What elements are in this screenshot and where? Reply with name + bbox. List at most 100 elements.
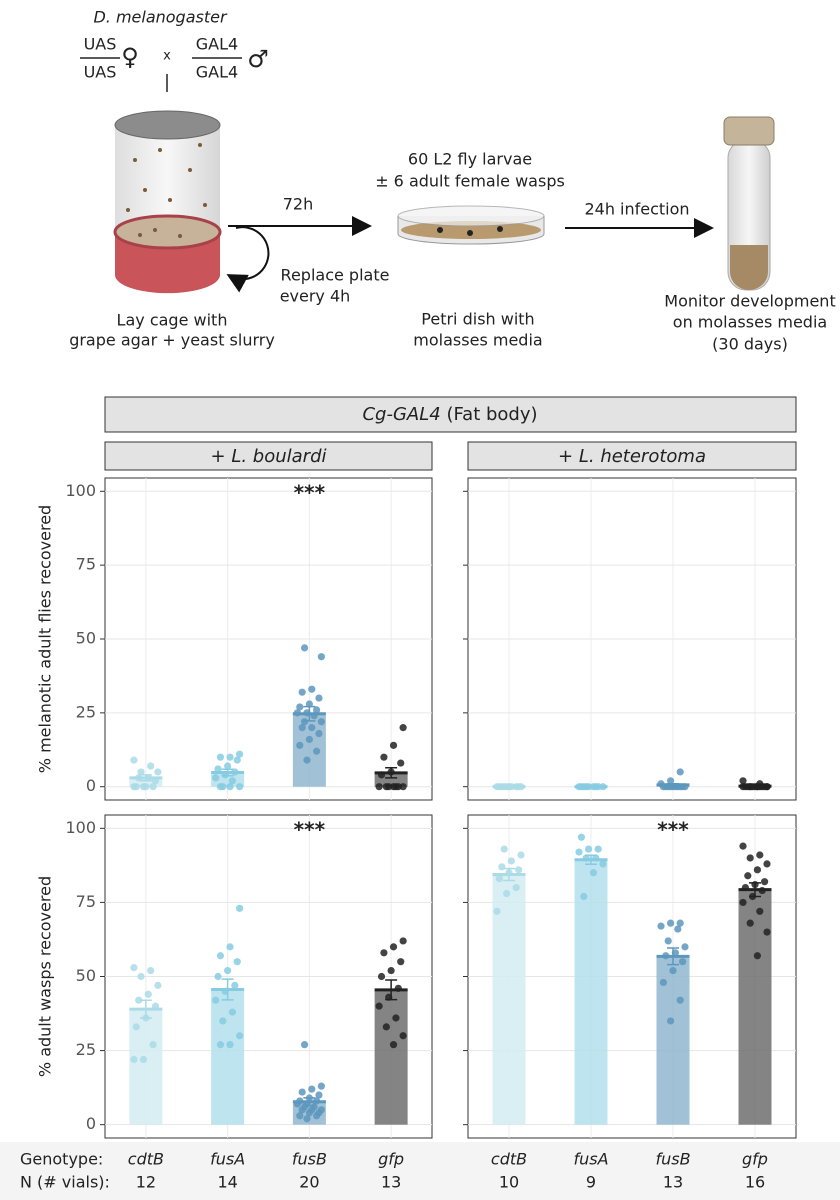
n-label: 16 <box>745 1173 765 1192</box>
data-point <box>756 907 764 915</box>
n-label: 20 <box>299 1173 319 1192</box>
petri-dish <box>397 205 545 245</box>
data-point <box>585 845 593 853</box>
y-axis-label: % melanotic adult flies recovered <box>36 505 55 773</box>
data-point <box>763 860 771 868</box>
x-tick-label: fusA <box>573 1150 608 1169</box>
data-point <box>377 972 386 981</box>
n-label: 14 <box>217 1173 237 1192</box>
data-point <box>676 996 684 1004</box>
data-point <box>503 889 511 898</box>
data-point <box>380 949 388 957</box>
data-point <box>135 996 143 1004</box>
y-tick-label: 100 <box>65 818 96 837</box>
strip-label: + L. heterotoma <box>558 446 706 467</box>
data-point <box>397 958 405 966</box>
x-tick-label: cdtB <box>128 1150 164 1169</box>
strip-label: + L. boulardi <box>210 446 326 467</box>
data-point <box>308 1085 316 1093</box>
data-point <box>315 1091 323 1099</box>
row-label: N (# vials): <box>20 1173 110 1192</box>
genotype-text: UAS <box>84 35 117 54</box>
row-label: Genotype: <box>20 1150 103 1169</box>
data-point <box>132 1023 140 1031</box>
data-point <box>233 756 241 764</box>
data-point <box>577 833 586 841</box>
data-point <box>147 762 155 770</box>
genotype-text: GAL4 <box>196 35 238 54</box>
data-point <box>216 1041 225 1049</box>
arrow-label: 24h infection <box>584 200 689 219</box>
data-point <box>308 685 316 693</box>
data-point <box>312 747 321 755</box>
n-label: 9 <box>586 1173 596 1192</box>
data-point <box>744 872 752 880</box>
facet-strip <box>104 441 433 471</box>
data-point <box>389 943 398 951</box>
data-point <box>236 1032 244 1040</box>
x-tick-label: fusA <box>210 1150 245 1169</box>
data-point <box>130 756 138 764</box>
data-point <box>667 1017 675 1025</box>
data-point <box>296 703 304 711</box>
data-point <box>149 783 157 791</box>
bar <box>374 989 408 1125</box>
x-tick-label: gfp <box>742 1150 768 1169</box>
data-point <box>305 700 313 708</box>
data-point <box>375 783 383 791</box>
data-point <box>746 919 754 927</box>
data-point <box>142 783 150 791</box>
data-point <box>233 958 241 966</box>
data-point <box>226 1041 234 1049</box>
caption: Lay cage with <box>117 311 228 330</box>
caption: grape agar + yeast slurry <box>69 331 275 350</box>
significance: *** <box>294 818 326 842</box>
data-point <box>216 952 225 960</box>
note: ± 6 adult female wasps <box>375 172 565 191</box>
data-point <box>147 966 155 975</box>
data-point <box>228 777 237 785</box>
data-point <box>681 943 689 951</box>
data-point <box>679 958 687 966</box>
data-point <box>753 952 762 960</box>
x-tick-label: gfp <box>378 1150 404 1169</box>
genotype-text: GAL4 <box>196 63 238 82</box>
bar <box>574 859 608 1125</box>
data-point <box>669 966 677 975</box>
y-axis-label: % adult wasps recovered <box>36 876 55 1077</box>
data-point <box>399 1032 407 1040</box>
y-tick-label: 100 <box>65 481 96 500</box>
data-point <box>315 729 323 738</box>
y-tick-label: 0 <box>86 1114 96 1133</box>
note: Replace plate <box>281 266 390 285</box>
data-point <box>756 851 764 859</box>
y-tick-label: 25 <box>76 702 96 721</box>
genotype-text: UAS <box>84 63 117 82</box>
data-point <box>149 1041 157 1049</box>
data-point <box>674 925 682 933</box>
title-part: (Fat body) <box>446 404 537 425</box>
n-label: 12 <box>136 1173 156 1192</box>
strip-prefix: + <box>210 446 225 467</box>
y-tick-label: 25 <box>76 1040 96 1059</box>
footer-band <box>0 1142 840 1200</box>
data-point <box>667 777 675 785</box>
strip-prefix: + <box>558 446 573 467</box>
data-point <box>300 718 309 726</box>
facet-strip <box>467 441 797 471</box>
data-point <box>664 937 672 945</box>
significance: *** <box>657 818 689 842</box>
data-point <box>399 937 407 945</box>
caption: on molasses media <box>673 313 827 332</box>
data-point <box>512 884 520 892</box>
data-point <box>389 741 398 749</box>
data-point <box>300 1041 309 1049</box>
note: every 4h <box>280 287 351 306</box>
data-point <box>594 845 602 853</box>
data-point <box>236 750 244 758</box>
data-point <box>130 964 138 972</box>
y-tick-label: 75 <box>76 892 96 911</box>
data-point <box>315 694 323 702</box>
data-point <box>599 860 607 868</box>
